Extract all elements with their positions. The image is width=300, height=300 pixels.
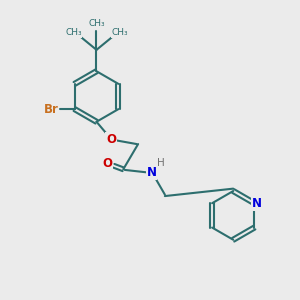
Text: O: O [106,133,116,146]
Text: N: N [146,166,157,179]
Text: N: N [252,197,262,210]
Text: CH₃: CH₃ [88,19,105,28]
Text: CH₃: CH₃ [65,28,82,38]
Text: H: H [157,158,165,168]
Text: Br: Br [44,103,58,116]
Text: CH₃: CH₃ [111,28,128,38]
Text: O: O [102,157,112,170]
